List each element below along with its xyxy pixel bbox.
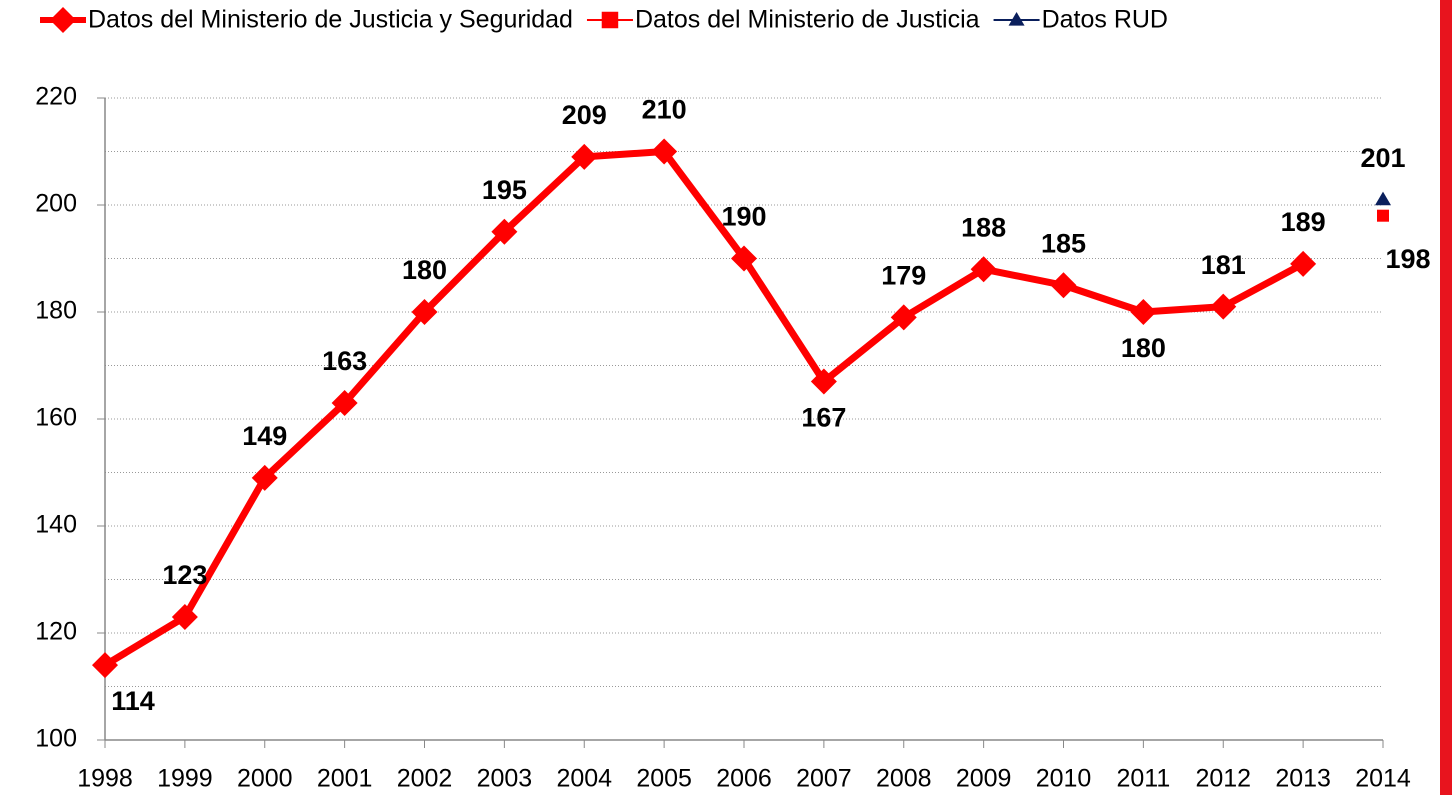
point-marker [171,603,198,630]
point-marker [731,245,757,272]
legend-marker [50,7,76,33]
point-marker [331,389,358,416]
point-marker [970,256,997,283]
data-label: 123 [162,560,207,590]
point-marker [251,464,278,491]
data-label: 198 [1385,244,1430,274]
x-tick-label: 1999 [157,765,213,793]
data-label: 188 [961,212,1006,242]
y-tick-label: 220 [35,83,77,111]
data-label: 209 [562,100,607,130]
data-label: 181 [1201,250,1246,280]
point-marker [491,218,518,245]
point-marker [1210,293,1237,320]
legend-label: Datos del Ministerio de Justicia [635,6,980,34]
x-tick-label: 2004 [556,765,612,793]
point-marker [890,304,917,331]
data-label: 201 [1360,143,1405,173]
point-marker [571,143,598,170]
data-label: 195 [482,175,527,205]
point-marker [1375,191,1391,206]
point-marker [1377,209,1389,222]
point-marker [1290,250,1317,277]
data-label: 163 [322,346,367,376]
x-tick-label: 2002 [397,765,453,793]
x-tick-label: 2005 [636,765,692,793]
x-tick-label: 2001 [317,765,373,793]
x-tick-label: 2003 [477,765,533,793]
data-label: 190 [721,202,766,232]
data-label: 189 [1281,207,1326,237]
x-tick-label: 1998 [77,765,133,793]
point-marker [92,652,118,679]
x-tick-label: 2013 [1275,765,1331,793]
y-tick-label: 120 [35,618,77,646]
y-tick-label: 160 [35,404,77,432]
x-tick-label: 2006 [716,765,772,793]
y-tick-label: 200 [35,190,77,218]
legend-marker [1008,12,1025,26]
data-label: 185 [1041,228,1086,258]
series-line [103,148,1305,669]
x-tick-label: 2014 [1355,765,1411,793]
data-label: 180 [1121,333,1166,363]
data-label: 167 [801,403,846,433]
x-tick-label: 2012 [1195,765,1251,793]
data-label: 149 [242,421,287,451]
page-border [1440,0,1452,795]
x-tick-label: 2009 [956,765,1012,793]
point-marker [651,138,678,165]
legend-marker [601,11,619,29]
data-label: 179 [881,260,926,290]
point-marker [411,299,438,325]
legend-label: Datos RUD [1042,6,1168,34]
point-marker [1050,272,1077,299]
point-marker [1130,299,1157,325]
data-label: 114 [111,686,155,716]
y-tick-label: 100 [35,725,77,753]
y-tick-label: 180 [35,297,77,325]
x-tick-label: 2008 [876,765,932,793]
point-marker [810,368,837,395]
x-tick-label: 2010 [1036,765,1092,793]
x-tick-label: 2007 [796,765,852,793]
data-label: 180 [402,255,447,285]
legend-label: Datos del Ministerio de Justicia y Segur… [88,6,573,34]
data-label: 210 [642,95,687,125]
x-tick-label: 2000 [237,765,293,793]
y-tick-label: 140 [35,511,77,539]
x-tick-label: 2011 [1116,765,1170,793]
